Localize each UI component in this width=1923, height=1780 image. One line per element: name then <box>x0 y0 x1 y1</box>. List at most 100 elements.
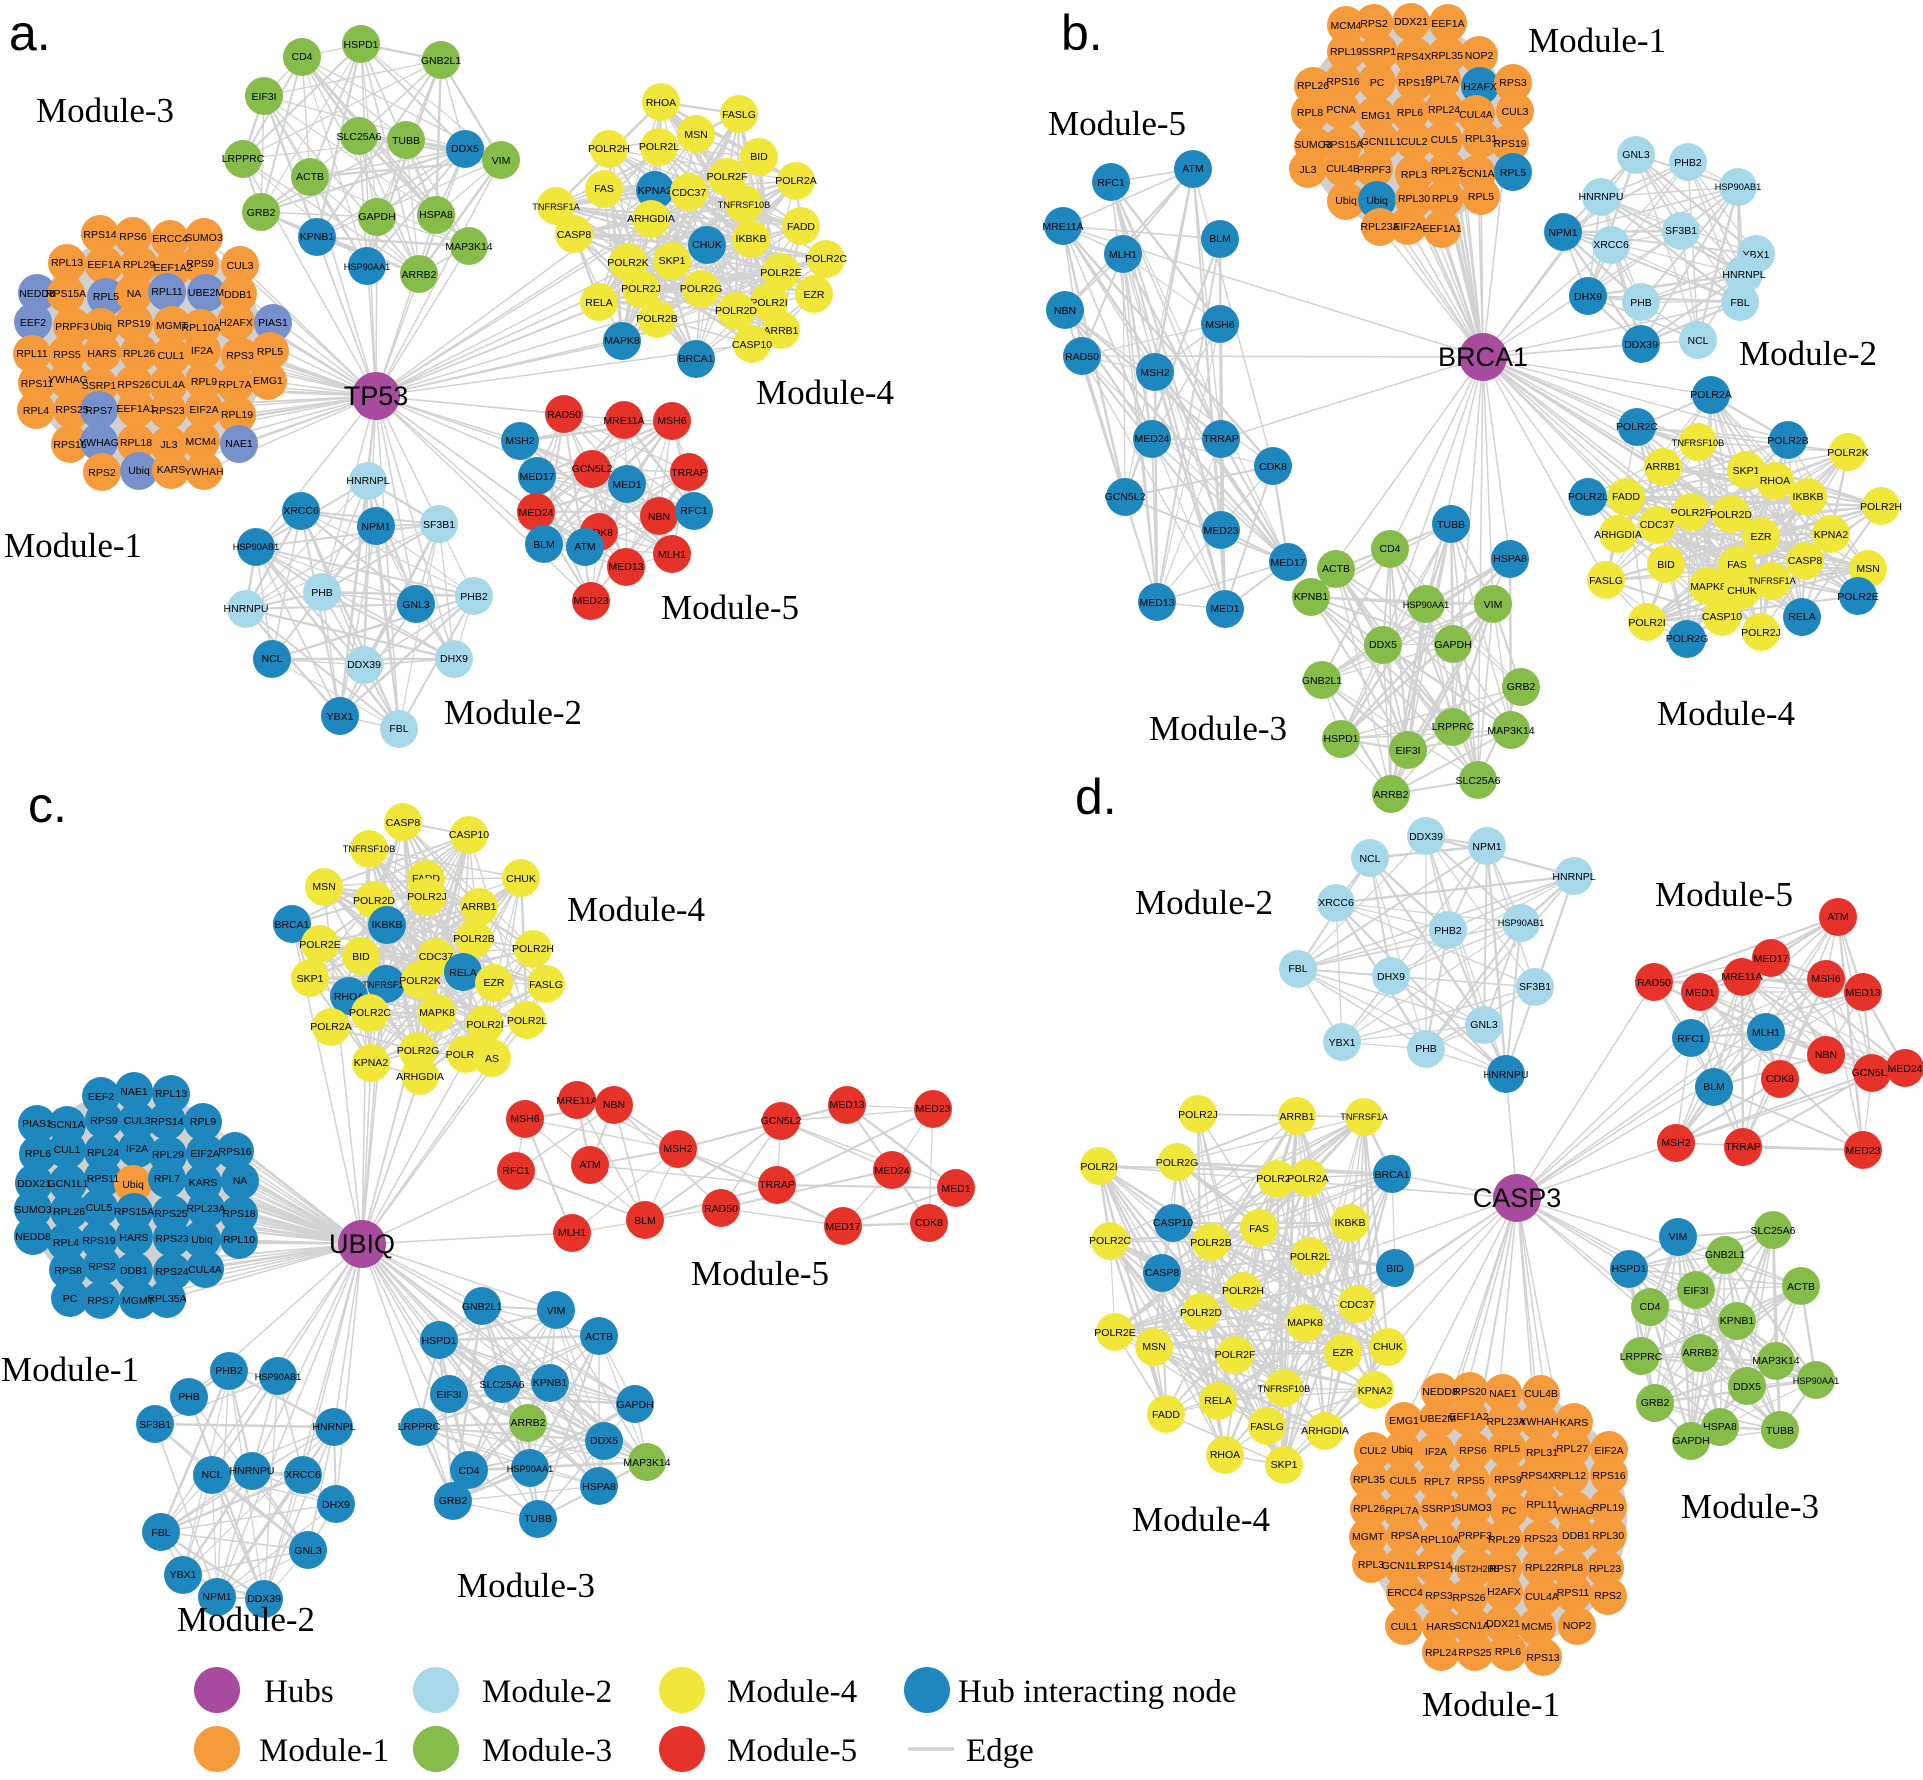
svg-text:MED1: MED1 <box>1685 987 1714 999</box>
svg-text:RPL13: RPL13 <box>155 1088 187 1100</box>
svg-text:RPS23: RPS23 <box>155 1233 188 1245</box>
svg-text:XRCC6: XRCC6 <box>1593 239 1629 251</box>
svg-text:IKBKB: IKBKB <box>1793 491 1824 503</box>
svg-text:MED23: MED23 <box>1845 1145 1880 1157</box>
svg-text:CDC37: CDC37 <box>419 951 454 963</box>
svg-text:SLC25A6: SLC25A6 <box>1456 775 1501 787</box>
svg-text:MLH1: MLH1 <box>1752 1027 1780 1039</box>
svg-text:PHB2: PHB2 <box>460 591 488 603</box>
svg-text:RPL9: RPL9 <box>190 1116 216 1128</box>
svg-text:GNL3: GNL3 <box>402 599 430 611</box>
svg-text:HSP90AA1: HSP90AA1 <box>1403 600 1449 610</box>
svg-text:LRPPRC: LRPPRC <box>1620 1351 1663 1363</box>
svg-text:NEDD8: NEDD8 <box>19 288 55 300</box>
svg-text:RHOA: RHOA <box>1210 1449 1240 1461</box>
svg-text:RPS11: RPS11 <box>21 378 54 390</box>
svg-text:GAPDH: GAPDH <box>1672 1435 1709 1447</box>
svg-text:RPL26: RPL26 <box>1353 1503 1385 1515</box>
svg-text:RPS13: RPS13 <box>1526 1652 1559 1664</box>
svg-text:MED1: MED1 <box>941 1183 970 1195</box>
svg-text:Module-3: Module-3 <box>1681 1487 1819 1526</box>
svg-text:Module-4: Module-4 <box>1657 694 1795 733</box>
svg-text:RPL9: RPL9 <box>1432 193 1458 205</box>
svg-text:SUMO3: SUMO3 <box>185 232 223 244</box>
svg-text:Ubiq: Ubiq <box>90 321 112 333</box>
svg-text:MCM4: MCM4 <box>1331 20 1362 32</box>
svg-text:SLC25A6: SLC25A6 <box>480 1379 525 1391</box>
svg-text:GRB2: GRB2 <box>1641 1397 1670 1409</box>
svg-text:TNFRSF1A: TNFRSF1A <box>362 980 410 990</box>
svg-text:POLR2J: POLR2J <box>1178 1109 1218 1121</box>
svg-text:PIAS1: PIAS1 <box>22 1118 52 1130</box>
svg-text:CUL4A: CUL4A <box>151 379 185 391</box>
svg-text:MED17: MED17 <box>1270 557 1305 569</box>
svg-text:BID: BID <box>352 951 370 963</box>
svg-text:RPS26: RPS26 <box>117 379 150 391</box>
svg-text:MRE11A: MRE11A <box>1721 971 1762 983</box>
svg-text:POLR2H: POLR2H <box>1860 501 1902 513</box>
svg-text:RPL35: RPL35 <box>1353 1474 1385 1486</box>
svg-text:ACTB: ACTB <box>1322 563 1350 575</box>
svg-text:NCL: NCL <box>1359 853 1380 865</box>
svg-text:ERCC4: ERCC4 <box>1387 1587 1423 1599</box>
svg-text:RPS5: RPS5 <box>53 349 81 361</box>
svg-text:RPS20: RPS20 <box>1453 1386 1486 1398</box>
svg-text:ARRB1: ARRB1 <box>763 325 798 337</box>
svg-text:TUBB: TUBB <box>1437 519 1465 531</box>
svg-text:XRCC6: XRCC6 <box>283 505 319 517</box>
svg-text:IF2A: IF2A <box>1425 1446 1447 1458</box>
svg-text:LRPPRC: LRPPRC <box>398 1421 441 1433</box>
svg-text:ARHGDIA: ARHGDIA <box>1301 1425 1349 1437</box>
svg-text:MLH1: MLH1 <box>558 1227 586 1239</box>
svg-text:POLR2C: POLR2C <box>805 253 847 265</box>
svg-text:TNFRSF10B: TNFRSF10B <box>343 844 396 854</box>
svg-text:POLR2B: POLR2B <box>1190 1237 1231 1249</box>
svg-text:MSH6: MSH6 <box>657 415 686 427</box>
svg-text:HNRNPU: HNRNPU <box>1579 191 1624 203</box>
svg-text:Ubiq: Ubiq <box>191 1234 213 1246</box>
svg-text:EEF2: EEF2 <box>20 317 46 329</box>
svg-text:GRB2: GRB2 <box>1507 681 1536 693</box>
svg-text:MED24: MED24 <box>1134 433 1169 445</box>
svg-text:HNRNPL: HNRNPL <box>1722 269 1765 281</box>
svg-text:POLR2J: POLR2J <box>621 283 661 295</box>
svg-text:TUBB: TUBB <box>392 135 420 147</box>
svg-text:DDX39: DDX39 <box>247 1593 281 1605</box>
svg-text:SCN1A: SCN1A <box>49 1119 84 1131</box>
svg-text:POLR2I: POLR2I <box>466 1019 503 1031</box>
svg-text:POLR2E: POLR2E <box>299 939 340 951</box>
svg-text:CASP8: CASP8 <box>1145 1267 1180 1279</box>
svg-text:HNRNPU: HNRNPU <box>230 1465 275 1477</box>
svg-text:HSP90AA1: HSP90AA1 <box>344 262 390 272</box>
svg-text:PC: PC <box>63 1293 78 1305</box>
svg-text:EEF1A2: EEF1A2 <box>1449 1411 1488 1423</box>
svg-text:NPM1: NPM1 <box>202 1591 231 1603</box>
svg-text:ATM: ATM <box>1827 911 1848 923</box>
svg-text:RELA: RELA <box>1204 1395 1231 1407</box>
svg-text:TNFRSF10B: TNFRSF10B <box>1672 438 1725 448</box>
svg-text:KPNB1: KPNB1 <box>1294 591 1329 603</box>
svg-text:MSH2: MSH2 <box>1661 1137 1690 1149</box>
svg-text:CDK8: CDK8 <box>915 1217 943 1229</box>
svg-text:POLR2E: POLR2E <box>1837 591 1878 603</box>
svg-text:HARS: HARS <box>87 348 116 360</box>
svg-text:RPL19: RPL19 <box>1592 1502 1624 1514</box>
svg-text:RPL31: RPL31 <box>1465 133 1497 145</box>
svg-text:RPL24: RPL24 <box>1425 1647 1457 1659</box>
svg-text:H2AFX: H2AFX <box>1463 81 1497 93</box>
svg-text:TRRAP: TRRAP <box>671 467 707 479</box>
svg-text:MAPK8: MAPK8 <box>419 1007 455 1019</box>
svg-text:RPL3: RPL3 <box>1358 1559 1384 1571</box>
svg-text:POLR2K: POLR2K <box>1256 1173 1297 1185</box>
svg-text:TRRAP: TRRAP <box>759 1179 795 1191</box>
svg-text:HSPA8: HSPA8 <box>1493 553 1527 565</box>
svg-text:MED24: MED24 <box>1887 1063 1922 1075</box>
svg-text:RPL29: RPL29 <box>123 259 155 271</box>
svg-text:FASLG: FASLG <box>1250 1421 1284 1433</box>
svg-text:BLM: BLM <box>634 1215 656 1227</box>
svg-text:LRPPRC: LRPPRC <box>1432 721 1475 733</box>
svg-text:KPNA2: KPNA2 <box>1814 529 1849 541</box>
svg-text:KARS: KARS <box>157 464 186 476</box>
svg-text:BLM: BLM <box>533 539 555 551</box>
svg-text:HNRNPL: HNRNPL <box>346 475 389 487</box>
